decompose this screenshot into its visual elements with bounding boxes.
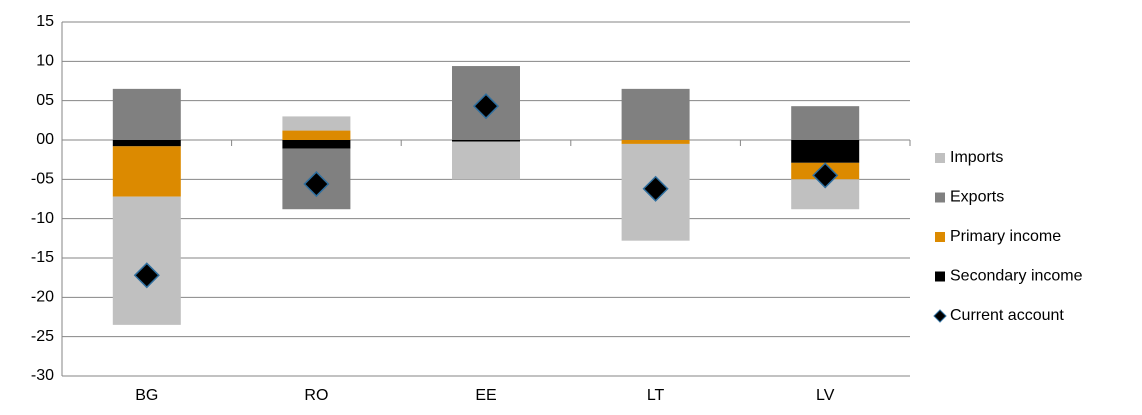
x-tick-label: LV — [816, 387, 835, 404]
bar — [452, 140, 520, 142]
bar — [791, 106, 860, 140]
y-tick-label: -10 — [31, 210, 54, 227]
bar — [112, 146, 181, 197]
bar — [282, 116, 351, 131]
x-tick-label: RO — [304, 387, 328, 404]
legend-swatch — [935, 192, 945, 203]
legend-label: Imports — [950, 149, 1003, 166]
y-tick-label: 05 — [36, 92, 54, 109]
bar — [112, 196, 181, 325]
y-tick-label: 15 — [36, 13, 54, 30]
bar — [621, 88, 690, 140]
bar — [112, 140, 181, 147]
y-tick-label: -15 — [31, 249, 54, 266]
legend-swatch — [933, 309, 947, 323]
bar — [282, 130, 351, 140]
marker — [472, 93, 500, 120]
x-tick-label: LT — [647, 387, 665, 404]
legend-label: Current account — [950, 307, 1064, 324]
y-tick-label: -25 — [31, 328, 54, 345]
bar — [452, 141, 520, 180]
marker — [303, 170, 330, 198]
bar — [282, 140, 351, 149]
marker — [133, 262, 160, 289]
bar — [791, 140, 860, 163]
y-tick-label: 10 — [36, 53, 54, 70]
bar — [112, 88, 181, 140]
x-tick-label: EE — [475, 387, 496, 404]
bar — [621, 140, 690, 144]
y-tick-label: -30 — [31, 367, 54, 384]
legend-swatch — [935, 271, 945, 282]
legend-label: Exports — [950, 189, 1004, 206]
y-tick-label: -05 — [31, 171, 54, 188]
y-tick-label: 00 — [36, 131, 54, 148]
legend-swatch — [935, 232, 945, 242]
legend-swatch — [935, 153, 945, 163]
marker — [812, 162, 839, 189]
legend-label: Primary income — [950, 228, 1061, 245]
marker — [642, 175, 669, 202]
x-tick-label: BG — [135, 387, 158, 404]
y-tick-label: -20 — [31, 289, 54, 306]
legend-label: Secondary income — [950, 268, 1083, 285]
